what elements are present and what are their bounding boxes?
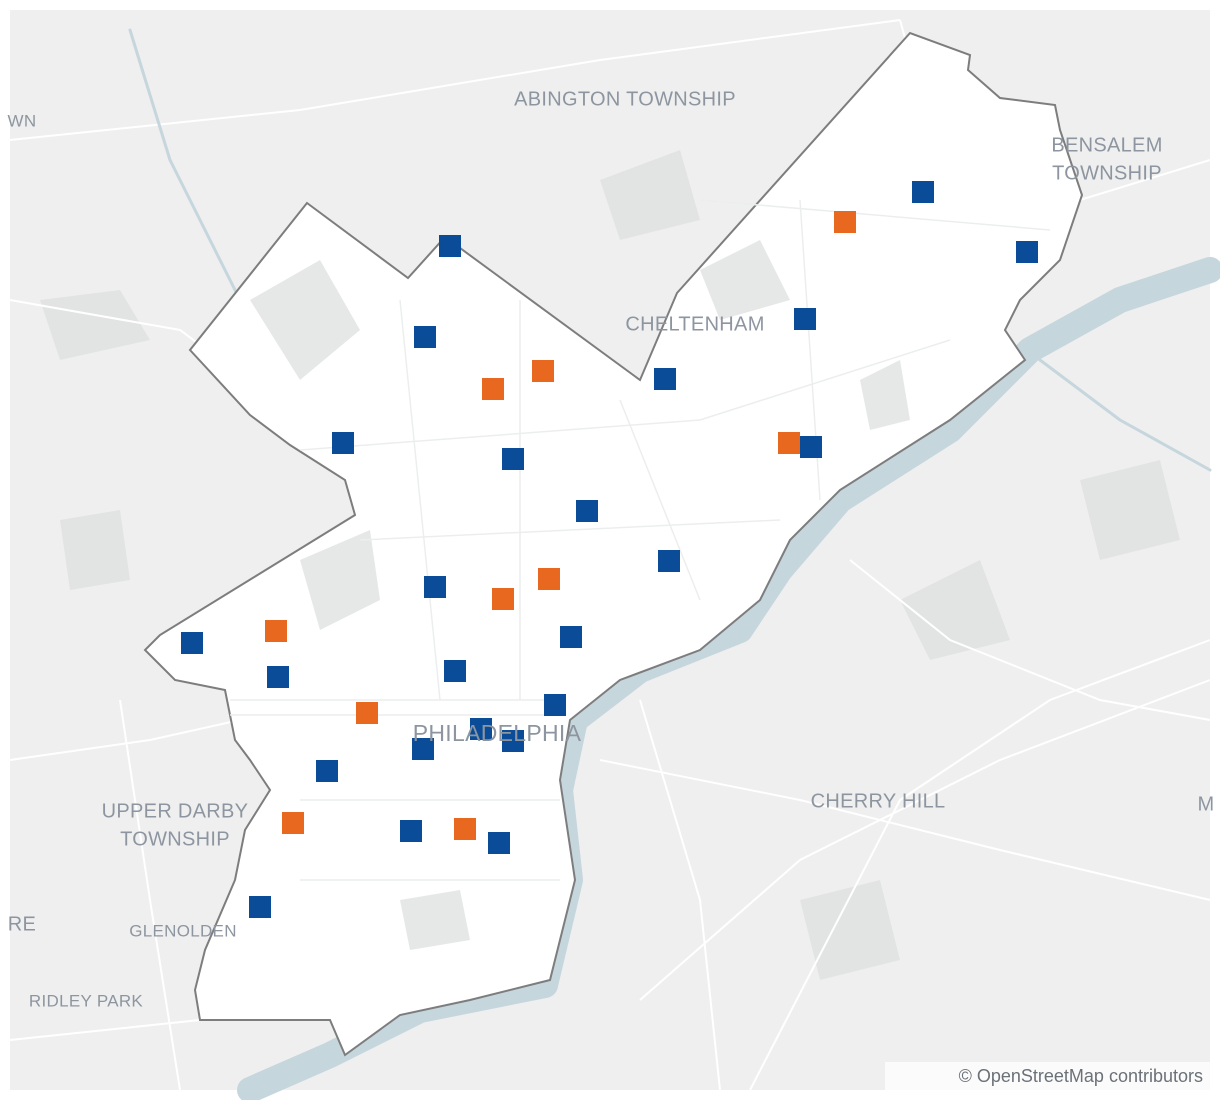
marker <box>249 896 271 918</box>
attribution: © OpenStreetMap contributors <box>959 1066 1203 1086</box>
place-label: UPPER DARBY <box>102 800 249 822</box>
marker <box>800 436 822 458</box>
marker <box>834 211 856 233</box>
marker <box>1016 241 1038 263</box>
marker <box>532 360 554 382</box>
marker <box>658 550 680 572</box>
marker <box>560 626 582 648</box>
marker <box>492 588 514 610</box>
marker <box>412 738 434 760</box>
marker <box>538 568 560 590</box>
marker <box>424 576 446 598</box>
place-label: GLENOLDEN <box>129 921 237 940</box>
marker <box>488 832 510 854</box>
marker <box>482 378 504 400</box>
place-label: CHERRY HILL <box>811 790 946 812</box>
place-label: M <box>1198 793 1215 815</box>
marker <box>912 181 934 203</box>
marker <box>414 326 436 348</box>
marker <box>265 620 287 642</box>
orange-markers <box>265 211 856 840</box>
place-label: BENSALEM <box>1051 134 1162 156</box>
marker <box>544 694 566 716</box>
marker <box>654 368 676 390</box>
green-areas <box>40 150 1180 980</box>
place-label: ABINGTON TOWNSHIP <box>514 88 736 110</box>
marker <box>444 660 466 682</box>
marker <box>454 818 476 840</box>
marker <box>576 500 598 522</box>
marker <box>502 448 524 470</box>
roads-outside <box>9 19 1211 1091</box>
marker <box>470 718 492 740</box>
marker <box>356 702 378 724</box>
marker <box>794 308 816 330</box>
marker <box>400 820 422 842</box>
place-label: TOWNSHIP <box>1052 162 1162 184</box>
roads-city <box>230 199 1051 881</box>
attribution-background <box>885 1062 1210 1090</box>
marker <box>316 760 338 782</box>
place-label: WN <box>8 111 37 130</box>
city-parks <box>250 240 910 950</box>
marker <box>267 666 289 688</box>
place-label: RIDLEY PARK <box>29 991 144 1010</box>
blue-markers <box>181 181 1038 918</box>
marker <box>181 632 203 654</box>
place-label: RE <box>8 913 36 935</box>
place-labels: ABINGTON TOWNSHIP BENSALEM TOWNSHIP CHEL… <box>8 88 1215 1010</box>
place-label: TOWNSHIP <box>120 828 230 850</box>
marker <box>778 432 800 454</box>
markers <box>181 181 1038 918</box>
marker <box>439 235 461 257</box>
marker <box>332 432 354 454</box>
place-label: PHILADELPHIA <box>413 720 582 746</box>
marker <box>282 812 304 834</box>
marker <box>502 730 524 752</box>
place-label: CHELTENHAM <box>625 313 764 335</box>
